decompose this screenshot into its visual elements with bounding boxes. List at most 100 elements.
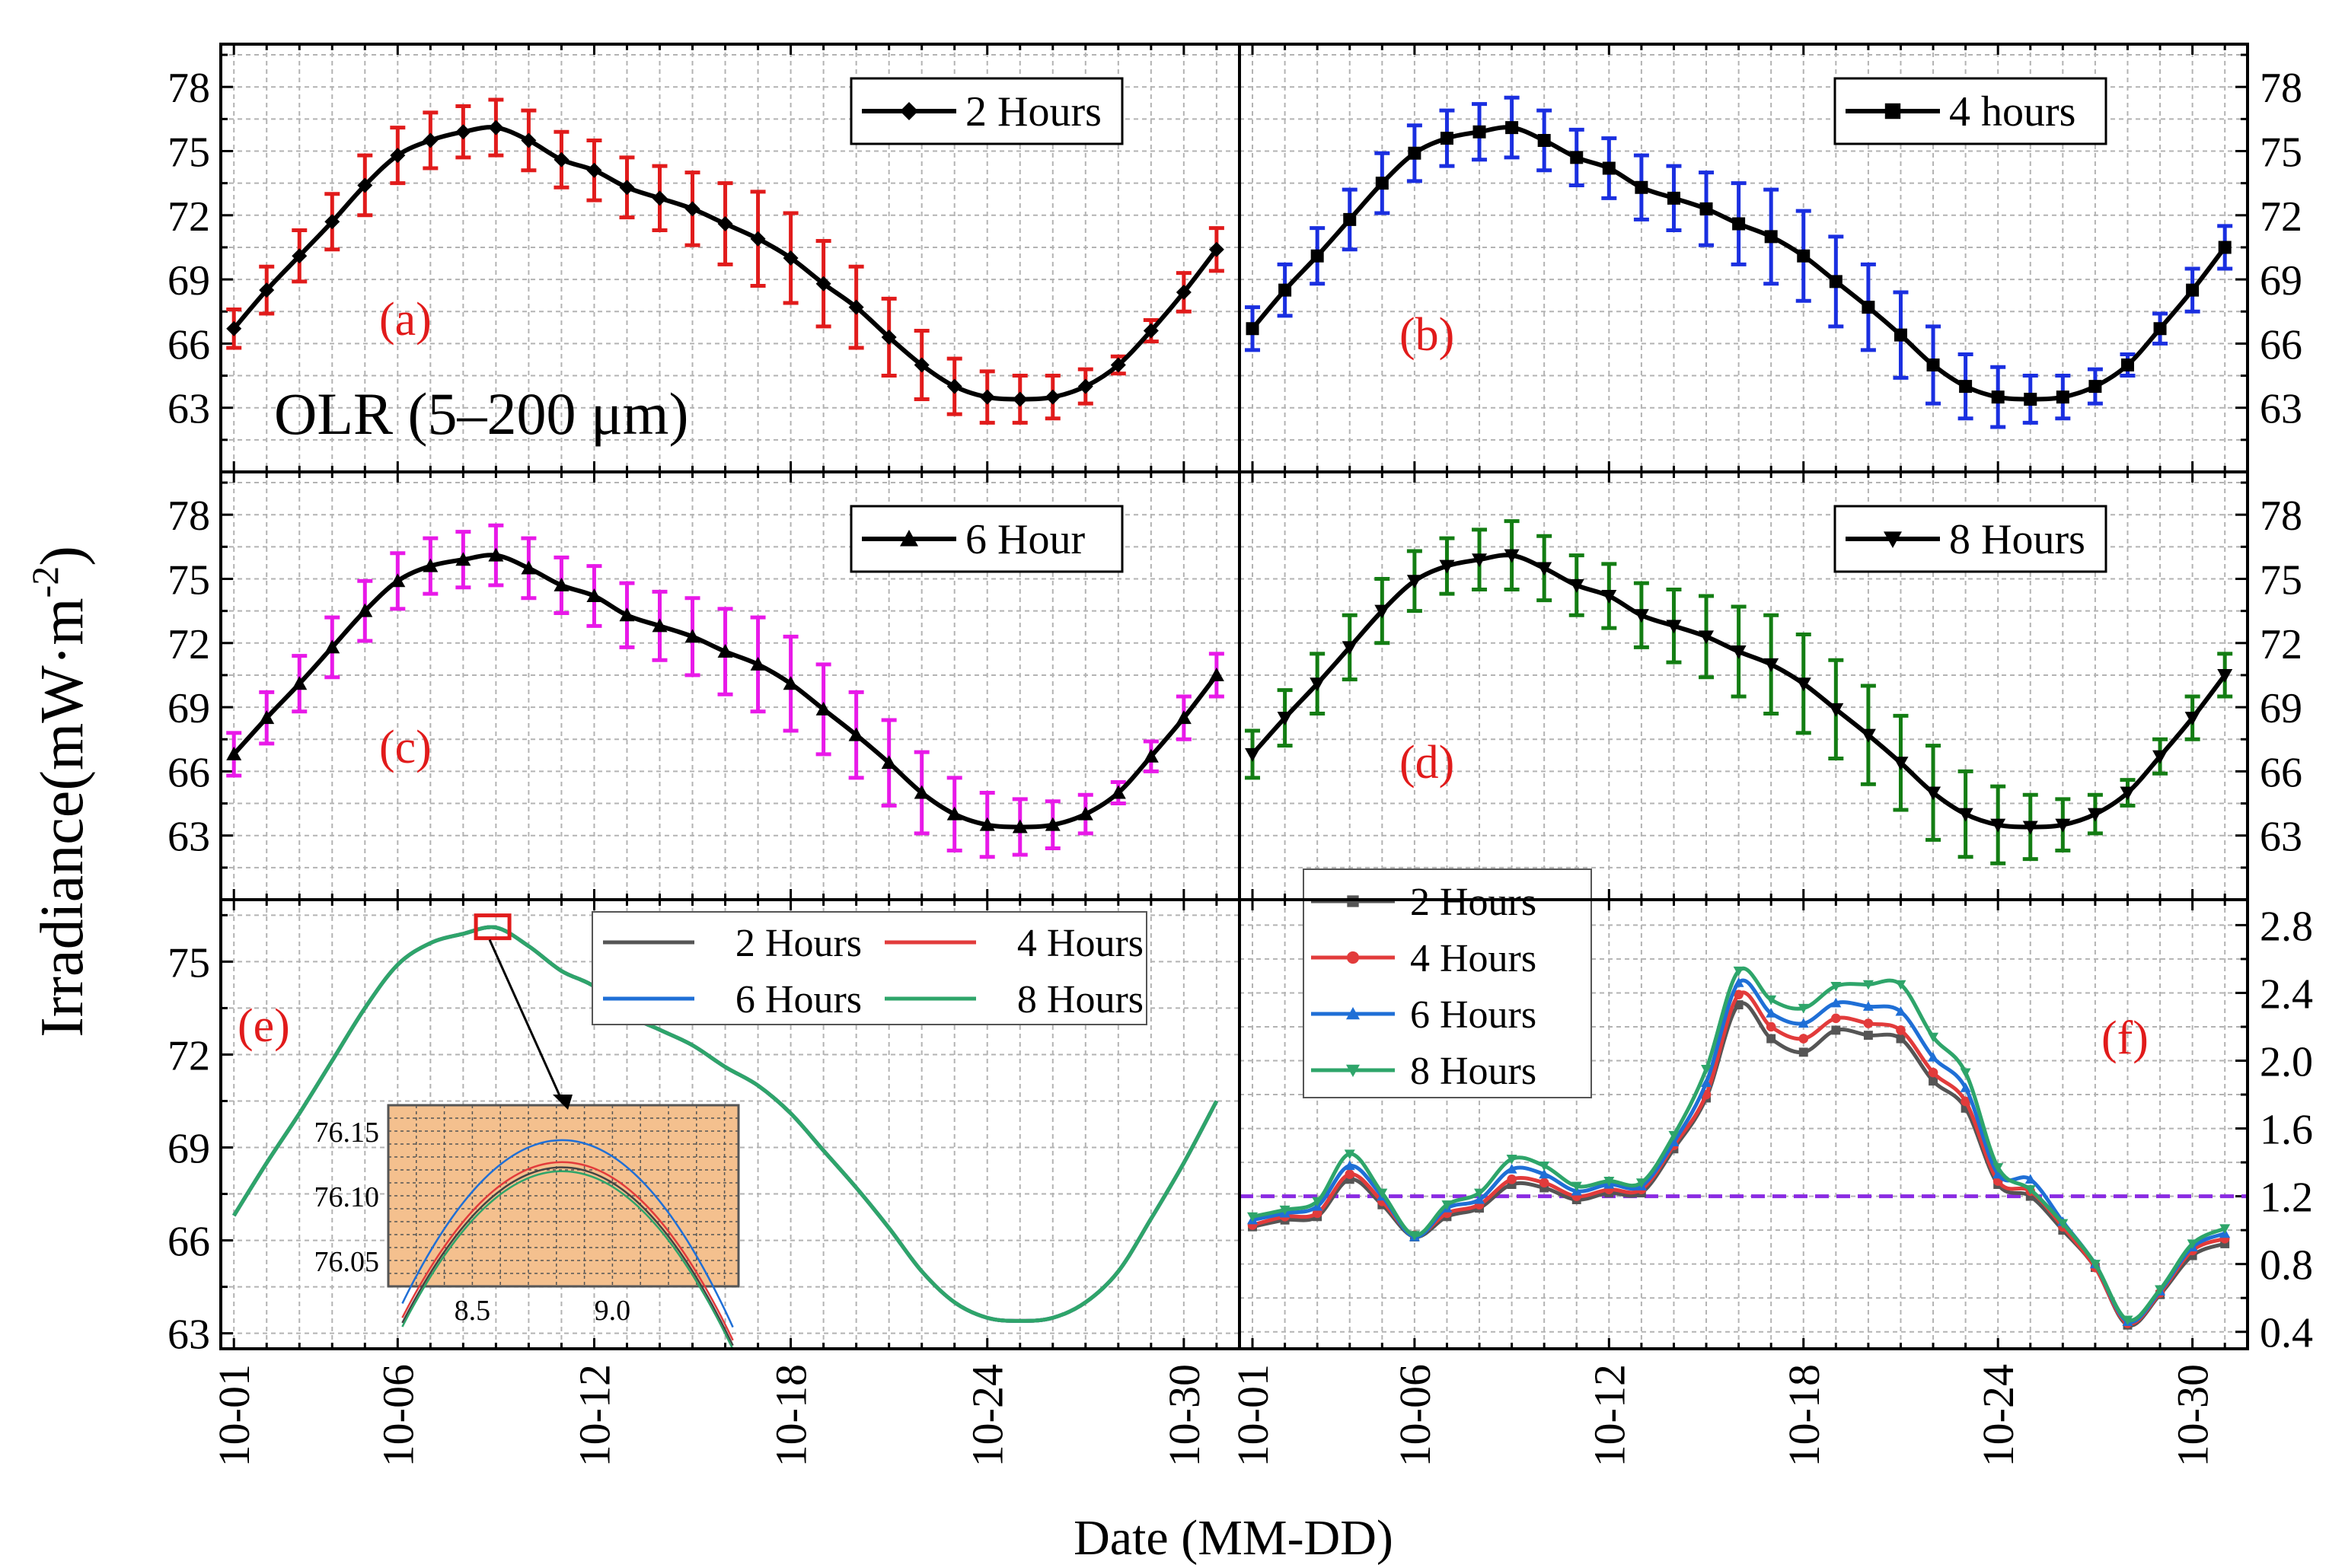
data-point bbox=[357, 603, 373, 617]
data-point bbox=[1635, 180, 1648, 194]
data-point bbox=[1863, 1031, 1873, 1041]
data-point bbox=[1539, 1168, 1550, 1179]
data-point bbox=[1895, 1005, 1906, 1016]
inset-x-tick-label: 9.0 bbox=[595, 1295, 631, 1327]
y-tick-label: 75 bbox=[2260, 129, 2302, 177]
data-point bbox=[1208, 241, 1224, 257]
data-point bbox=[1571, 1181, 1582, 1192]
data-point bbox=[684, 629, 700, 643]
data-point bbox=[1925, 786, 1941, 801]
data-point bbox=[1344, 1149, 1355, 1159]
data-point bbox=[1245, 747, 1261, 762]
data-point bbox=[488, 120, 504, 135]
data-point bbox=[1472, 125, 1486, 139]
y-tick-label: 78 bbox=[168, 492, 210, 540]
data-point bbox=[652, 618, 668, 633]
panel-e: 63 66 69 72 75 10-01 10-06 10-12 10-18 10-24 10-30… bbox=[168, 898, 1241, 1467]
y-tick-label: 72 bbox=[168, 1032, 210, 1079]
data-point bbox=[979, 389, 995, 405]
data-point bbox=[1830, 981, 1842, 992]
data-point bbox=[292, 676, 308, 690]
data-point bbox=[881, 755, 897, 770]
y-tick-label: 2.8 bbox=[2260, 903, 2313, 950]
data-point bbox=[1798, 1018, 1809, 1028]
panels-group: 63 66 69 72 75 78 2 Hours (a) 63 66 69 72 75 78 4 hour… bbox=[168, 43, 2313, 1467]
data-point bbox=[1829, 275, 1842, 288]
errorbars-b bbox=[1245, 95, 2233, 429]
x-tick-label: 10-18 bbox=[767, 1364, 816, 1467]
data-point bbox=[2120, 786, 2136, 801]
data-point bbox=[1828, 703, 1844, 717]
data-point bbox=[1733, 966, 1744, 977]
data-point bbox=[1766, 1034, 1776, 1044]
inset-x-tick-label: 8.5 bbox=[455, 1295, 491, 1327]
zoom-arrow bbox=[488, 939, 563, 1101]
data-point bbox=[946, 378, 962, 394]
data-point bbox=[1734, 990, 1744, 999]
data-point bbox=[423, 132, 439, 148]
data-point bbox=[717, 216, 733, 232]
data-point bbox=[226, 746, 242, 760]
data-point bbox=[1929, 1076, 1938, 1086]
y-tick-label: 75 bbox=[168, 939, 210, 986]
y-tick-label: 63 bbox=[168, 1311, 210, 1359]
data-point bbox=[324, 639, 340, 654]
data-point bbox=[259, 282, 275, 298]
y-axis-label: Irradiance(mW·m-2) bbox=[24, 546, 96, 1037]
data-point bbox=[2217, 668, 2233, 683]
data-point bbox=[1312, 1208, 1322, 1219]
x-axis-label: Date (MM-DD) bbox=[1074, 1510, 1393, 1566]
data-point bbox=[1831, 1013, 1841, 1024]
data-point bbox=[1960, 1082, 1971, 1092]
data-point bbox=[1957, 808, 1973, 822]
data-point bbox=[1798, 1047, 1808, 1057]
x-tick-label: 10-24 bbox=[1973, 1364, 2023, 1467]
inset-curve bbox=[401, 1139, 734, 1328]
y-tick-label: 69 bbox=[168, 685, 210, 732]
data-point bbox=[586, 588, 602, 602]
legend-label: 4 hours bbox=[1949, 88, 2075, 135]
data-point bbox=[1896, 1034, 1906, 1044]
y-tick-label: 69 bbox=[168, 257, 210, 304]
data-point bbox=[1441, 1200, 1453, 1210]
x-tick-label: 10-30 bbox=[2168, 1364, 2218, 1467]
data-point bbox=[1374, 604, 1390, 619]
data-point bbox=[390, 573, 406, 588]
data-point bbox=[1764, 230, 1778, 244]
data-point bbox=[2057, 1219, 2069, 1229]
data-point bbox=[1143, 748, 1159, 763]
data-point bbox=[1377, 1188, 1388, 1199]
legend-marker bbox=[900, 530, 918, 547]
panel-c: 63 66 69 72 75 78 6 Hour (c) bbox=[168, 470, 1241, 901]
data-point bbox=[226, 320, 242, 336]
data-point bbox=[1798, 1003, 1809, 1014]
data-point bbox=[1568, 578, 1584, 593]
data-point bbox=[1343, 212, 1357, 226]
data-point bbox=[1440, 132, 1453, 145]
data-point bbox=[586, 162, 602, 178]
data-point bbox=[324, 214, 340, 230]
data-point bbox=[1176, 710, 1192, 725]
data-point bbox=[2155, 1285, 2166, 1296]
data-point bbox=[1012, 819, 1028, 833]
data-point bbox=[1766, 995, 1777, 1005]
data-point bbox=[1928, 1052, 1939, 1062]
legend-marker bbox=[1884, 531, 1902, 548]
data-point bbox=[259, 710, 275, 725]
panel-label: (e) bbox=[238, 1000, 290, 1052]
data-point bbox=[2056, 390, 2069, 404]
data-point bbox=[848, 299, 864, 315]
data-point bbox=[979, 817, 995, 831]
data-point bbox=[914, 785, 930, 799]
data-point bbox=[1077, 378, 1093, 394]
data-point bbox=[2186, 283, 2200, 297]
data-point bbox=[1344, 1160, 1355, 1171]
x-tick-label: 10-06 bbox=[373, 1364, 423, 1467]
data-point bbox=[652, 190, 668, 206]
legend-label: 8 Hours bbox=[1017, 978, 1144, 1021]
data-point bbox=[521, 132, 537, 148]
data-point bbox=[1110, 357, 1126, 373]
data-point bbox=[1504, 549, 1520, 563]
data-point bbox=[619, 607, 635, 622]
